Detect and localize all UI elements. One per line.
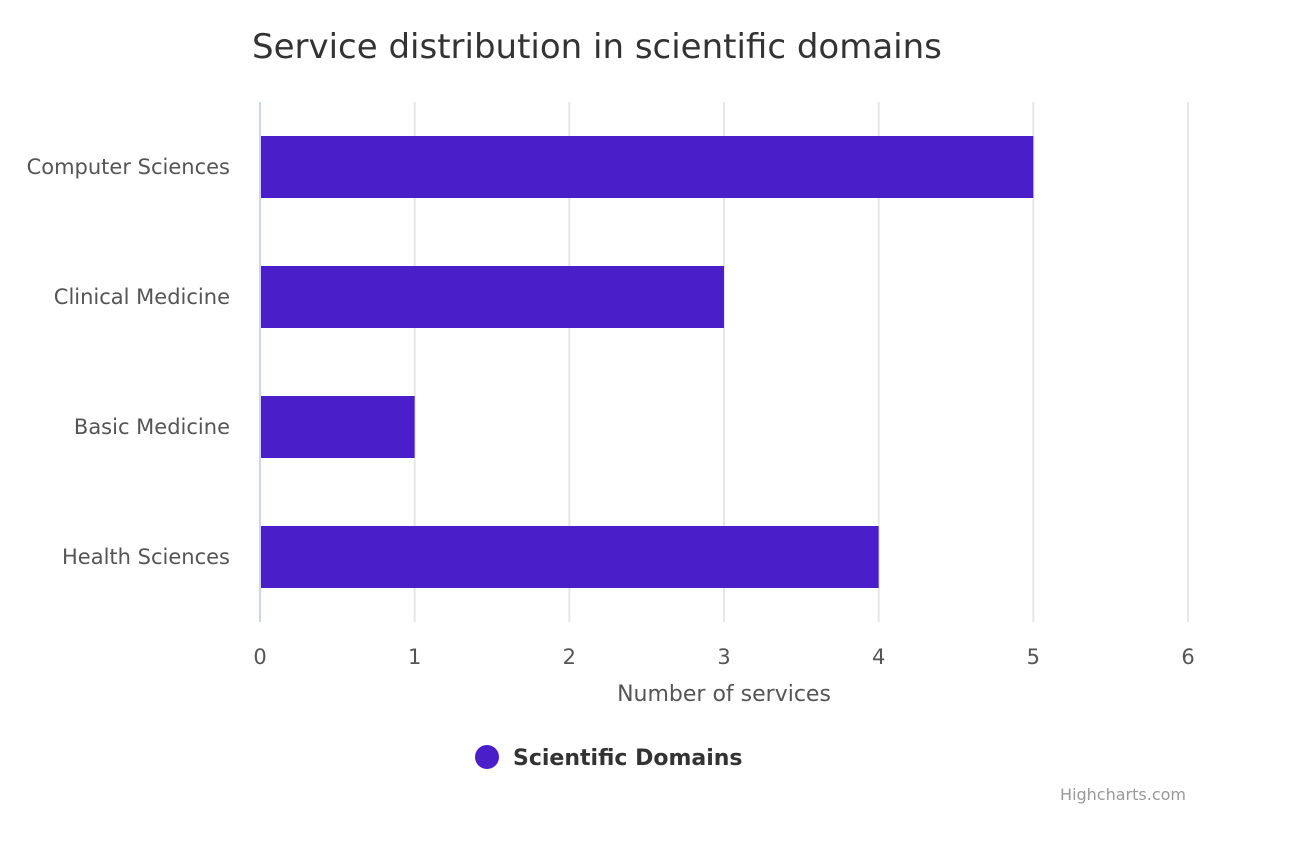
category-axis-labels: Computer Sciences Clinical Medicine Basic … [27,155,230,569]
bar[interactable] [261,526,879,588]
category-label: Health Sciences [62,545,230,569]
legend-marker-icon[interactable] [475,745,499,769]
bar[interactable] [261,136,1034,198]
value-axis-labels: 0 1 2 3 4 5 6 [253,645,1194,669]
x-tick-label: 6 [1181,645,1194,669]
category-label: Computer Sciences [27,155,230,179]
legend-label[interactable]: Scientific Domains [513,746,743,771]
x-tick-label: 2 [563,645,576,669]
x-tick-label: 5 [1027,645,1040,669]
legend[interactable]: Scientific Domains [475,745,743,771]
category-label: Clinical Medicine [54,285,230,309]
bar-series[interactable] [261,136,1034,588]
chart-title: Service distribution in scientific domai… [252,27,942,67]
category-label: Basic Medicine [74,415,230,439]
x-axis-title: Number of services [617,682,831,707]
x-tick-label: 0 [253,645,266,669]
credits-link[interactable]: Highcharts.com [1060,785,1186,804]
x-tick-label: 1 [408,645,421,669]
x-tick-label: 4 [872,645,885,669]
bar[interactable] [261,266,724,328]
bar[interactable] [261,396,415,458]
x-tick-label: 3 [717,645,730,669]
